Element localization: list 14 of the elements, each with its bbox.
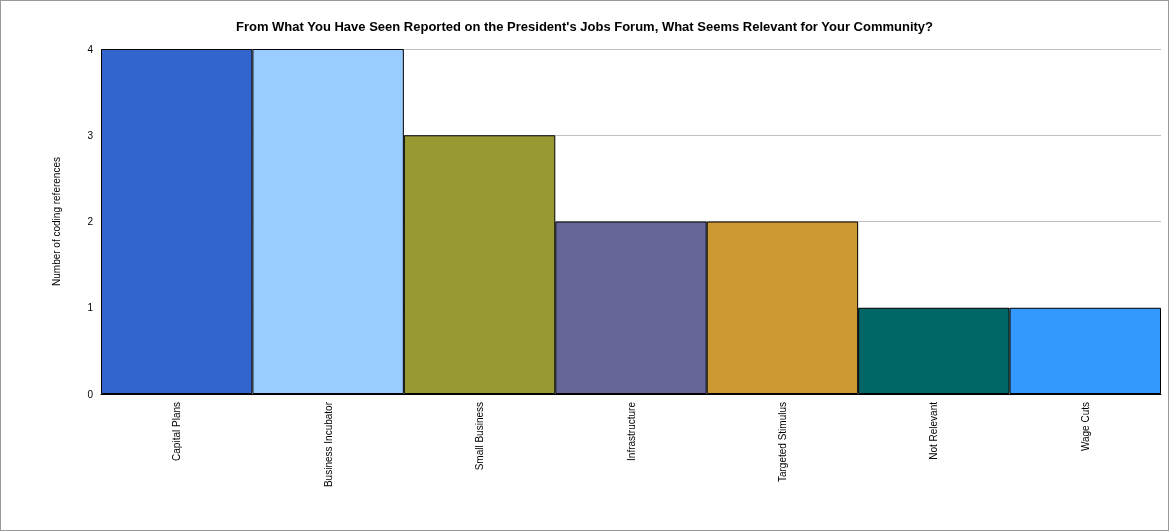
x-tick-label: Business Incubator bbox=[322, 401, 334, 488]
y-tick-label: 2 bbox=[87, 216, 94, 227]
x-tick-label: Not Relevant bbox=[928, 401, 940, 460]
y-tick-label: 3 bbox=[87, 129, 94, 141]
y-axis-title: Number of coding references bbox=[50, 157, 62, 286]
x-tick-label: Infrastructure bbox=[625, 401, 637, 461]
x-tick-label: Small Business bbox=[474, 402, 486, 471]
x-tick-label: Capital Plans bbox=[171, 402, 183, 461]
y-tick-label: 4 bbox=[87, 43, 94, 55]
y-tick-label: 0 bbox=[87, 388, 94, 400]
x-tick-label: Wage Cuts bbox=[1079, 402, 1091, 452]
chart-title: From What You Have Seen Reported on the President's Jobs Forum, What Seems Relevant for Your Community? bbox=[235, 19, 934, 34]
x-tick-label: Targeted Stimulus bbox=[776, 402, 788, 483]
y-tick-label: 1 bbox=[87, 302, 94, 314]
